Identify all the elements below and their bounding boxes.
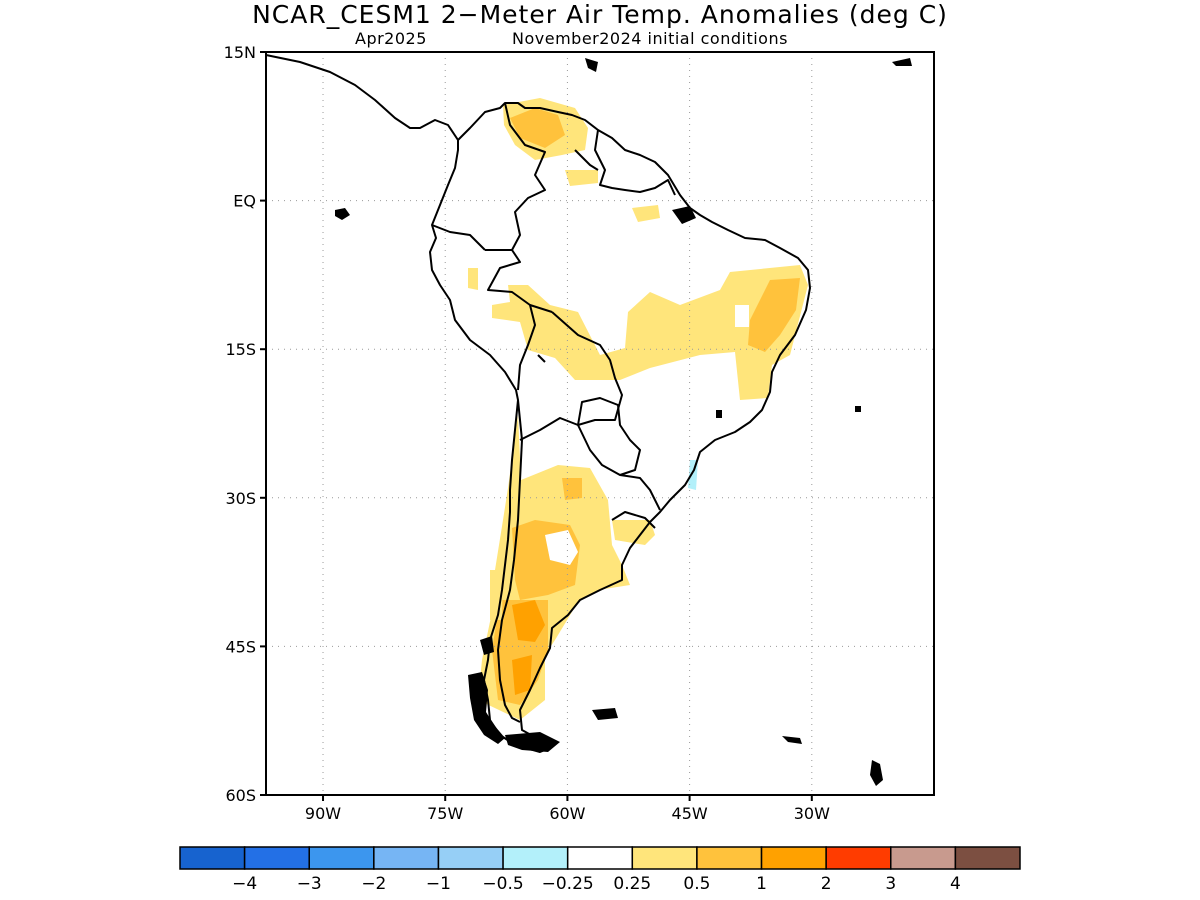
shade-strong-santacruz	[512, 655, 532, 695]
trindade-island	[855, 406, 861, 412]
colorbar-swatch	[954, 846, 1021, 870]
caribbean-islands	[585, 58, 598, 72]
anomaly-shading	[468, 98, 808, 720]
colorbar-label: 2	[821, 874, 832, 894]
colorbar-swatch	[243, 846, 310, 870]
colorbar-swatch	[502, 846, 569, 870]
colorbar-label: −3	[297, 874, 322, 894]
galapagos-islands	[335, 208, 350, 220]
shade-gap-argentina	[545, 530, 578, 565]
lon-tick-label: 30W	[794, 804, 830, 823]
coastline-south-america	[429, 102, 811, 753]
lon-tick-label: 45W	[672, 804, 708, 823]
colorbar-swatch	[308, 846, 375, 870]
gridlines	[266, 52, 934, 795]
marajo-island	[672, 206, 696, 224]
shade-mid-brazil-east	[748, 278, 800, 352]
lon-tick-label: 90W	[305, 804, 341, 823]
colorbar-swatch	[179, 846, 246, 870]
shade-strong-patagonia	[512, 600, 545, 642]
colorbar: −4 −3 −2 −1 −0.5 −0.25 0.25 0.5 1 2 3 4	[179, 846, 1021, 894]
lon-tick-label: 60W	[549, 804, 585, 823]
lat-tick-label: 45S	[225, 637, 256, 656]
south-georgia	[782, 736, 802, 744]
shade-gap-brazil-east	[735, 305, 749, 327]
coastlines	[265, 54, 811, 753]
shade-light-peru-north	[468, 268, 478, 290]
map-frame	[265, 51, 935, 796]
chilean-fjords	[468, 672, 505, 744]
colorbar-label: 0.25	[613, 874, 651, 894]
axis-labels: 15N EQ 15S 30S 45S 60S 90W 75W 60W 45W 30W	[224, 43, 830, 823]
lat-tick-label: 60S	[225, 786, 256, 805]
border-venezuela-guyana	[574, 149, 599, 171]
lat-tick-label: 15S	[225, 340, 256, 359]
colorbar-swatch	[825, 846, 892, 870]
colorbar-label: −2	[361, 874, 386, 894]
lon-tick-label: 75W	[427, 804, 463, 823]
lat-tick-label: 30S	[225, 489, 256, 508]
shade-mid-venezuela	[510, 108, 565, 148]
border-peru-bolivia	[517, 304, 536, 391]
colorbar-swatch	[696, 846, 763, 870]
border-argentina-brazil	[619, 474, 661, 511]
border-ecuador	[431, 224, 486, 251]
islands	[335, 58, 912, 786]
colorbar-label: 0.5	[683, 874, 710, 894]
tierra-del-fuego	[505, 732, 560, 752]
initial-conditions: November2024 initial conditions	[512, 29, 788, 48]
colorbar-swatch	[760, 846, 827, 870]
border-argentina-chile	[497, 399, 523, 723]
colorbar-label: −4	[232, 874, 257, 894]
island-cape-verde-region	[892, 58, 912, 66]
colorbar-swatch	[566, 846, 634, 870]
falkland-islands	[592, 708, 618, 720]
abrolhos-islets	[716, 410, 722, 418]
map-title: NCAR_CESM1 2−Meter Air Temp. Anomalies (…	[252, 0, 948, 29]
coastline-central-america	[265, 54, 459, 141]
colorbar-swatch	[890, 846, 957, 870]
shade-light-guyana	[565, 170, 598, 186]
border-peru-brazil	[485, 249, 553, 313]
colorbar-label: −1	[426, 874, 451, 894]
border-guianas	[594, 129, 676, 196]
border-uruguay	[611, 511, 656, 529]
colorbar-label: −0.25	[542, 874, 594, 894]
colorbar-label: 4	[950, 874, 961, 894]
border-colombia-venezuela	[504, 102, 546, 251]
colorbar-label: −0.5	[482, 874, 523, 894]
colorbar-swatch	[437, 846, 504, 870]
shade-light-amapa	[632, 205, 660, 222]
shade-mid-cordoba	[562, 478, 582, 500]
axis-ticks	[260, 51, 813, 801]
chiloe-island	[480, 636, 494, 655]
forecast-month: Apr2025	[355, 29, 427, 48]
sandwich-islands	[870, 760, 883, 786]
colorbar-label: 1	[756, 874, 767, 894]
shade-light-brazil-central	[492, 265, 808, 400]
colorbar-swatch	[631, 846, 698, 870]
colorbar-label: 3	[885, 874, 896, 894]
border-paraguay	[577, 397, 641, 476]
lat-tick-label: EQ	[233, 192, 256, 211]
lake-titicaca	[537, 354, 546, 363]
shade-light-uruguay	[612, 520, 655, 545]
lat-tick-label: 15N	[224, 43, 256, 62]
colorbar-swatch	[373, 846, 440, 870]
